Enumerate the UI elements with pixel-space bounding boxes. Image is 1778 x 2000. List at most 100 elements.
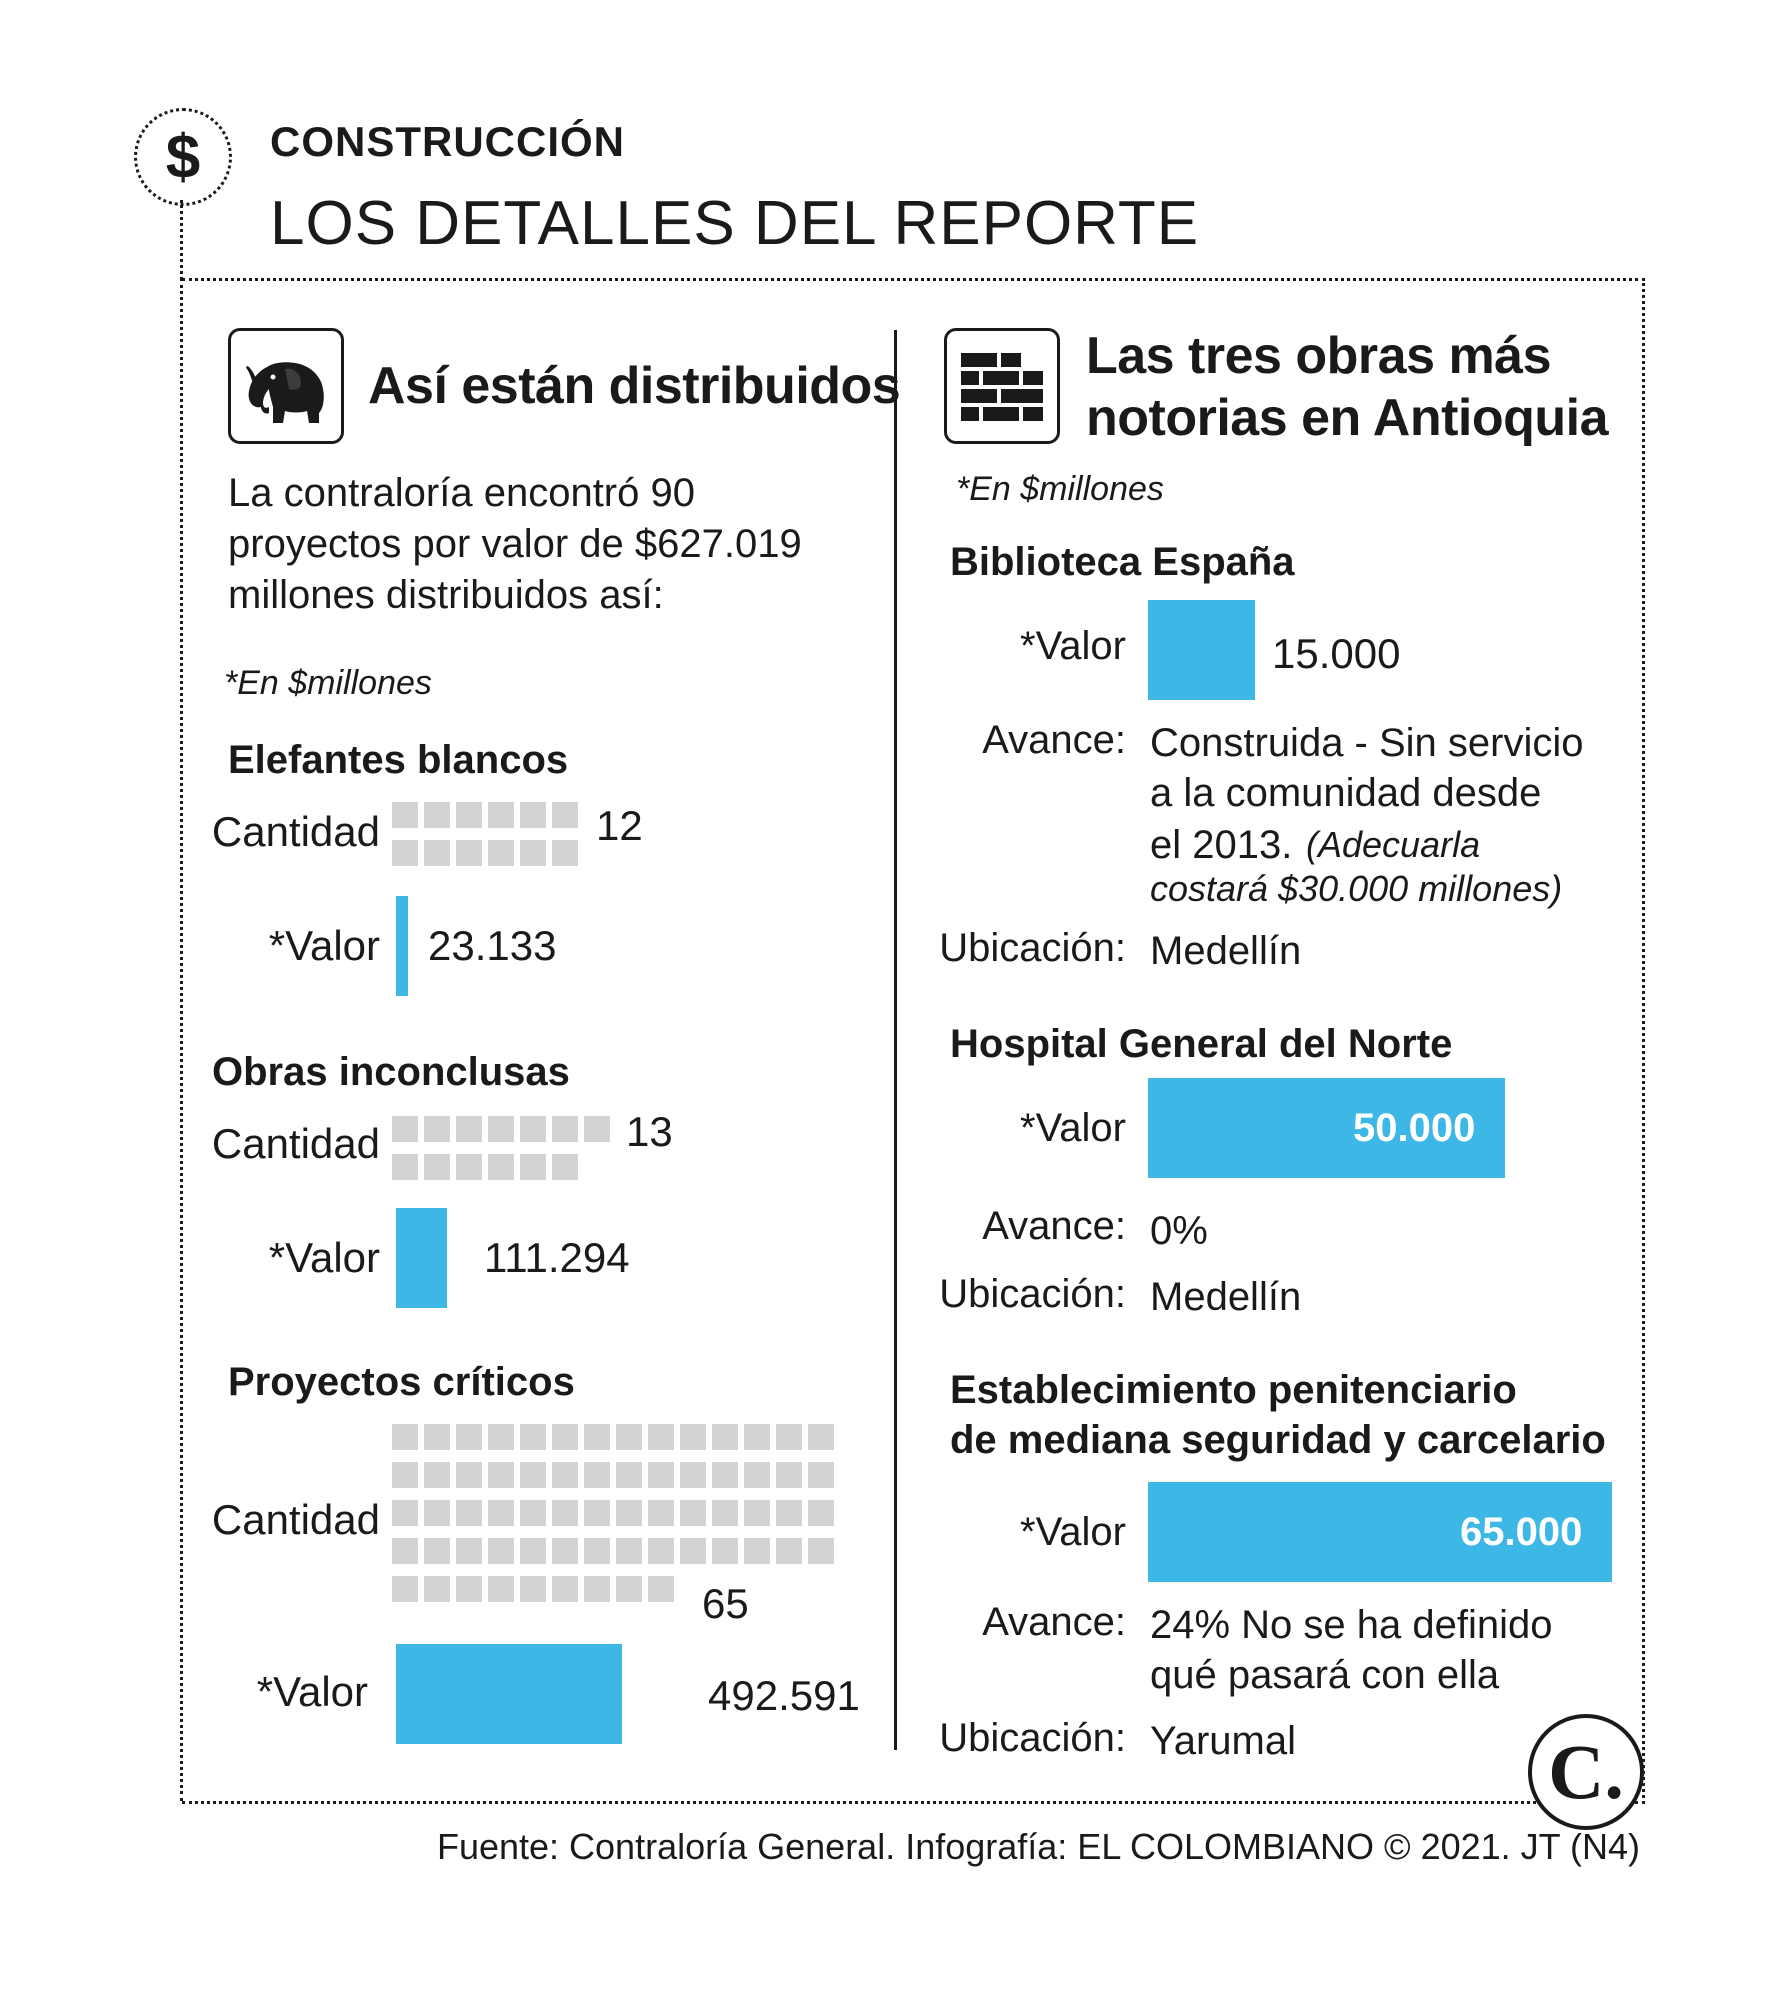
valor-label: *Valor: [256, 1668, 368, 1715]
count-square: [744, 1538, 770, 1564]
work-value-label: 15.000: [1272, 630, 1401, 677]
el-colombiano-logo: C.: [1528, 1714, 1644, 1830]
connector-line: [180, 200, 183, 280]
count-square: [616, 1424, 642, 1450]
headline: LOS DETALLES DEL REPORTE: [270, 189, 1200, 258]
count-square: [744, 1462, 770, 1488]
avance-text: 0%: [1150, 1209, 1208, 1253]
work-value-label: 65.000: [1460, 1510, 1583, 1554]
count-square: [456, 1462, 482, 1488]
valor-label: *Valor: [268, 1234, 380, 1281]
count-square: [584, 1424, 610, 1450]
dotted-frame-left: [180, 278, 183, 1801]
column-divider: [894, 330, 897, 1750]
count-square: [488, 1116, 514, 1142]
count-square: [552, 840, 578, 866]
avance-text: 24% No se ha definido: [1150, 1603, 1553, 1647]
count-square: [584, 1500, 610, 1526]
count-square: [776, 1538, 802, 1564]
count-square: [392, 1116, 418, 1142]
count-square: [392, 1500, 418, 1526]
work-value-bar: [1148, 600, 1255, 700]
count-square: [424, 1116, 450, 1142]
count-square: [712, 1500, 738, 1526]
count-square: [648, 1462, 674, 1488]
count-square: [520, 1500, 546, 1526]
count-square: [392, 840, 418, 866]
count-square: [456, 1424, 482, 1450]
count-square: [648, 1424, 674, 1450]
count-square: [520, 1462, 546, 1488]
count-square: [776, 1424, 802, 1450]
count-square: [488, 840, 514, 866]
ubicacion-label: Ubicación:: [939, 1716, 1126, 1760]
work-value-label: 50.000: [1353, 1106, 1476, 1150]
count-square: [488, 1462, 514, 1488]
count-square: [808, 1424, 834, 1450]
count-square: [680, 1424, 706, 1450]
avance-label: Avance:: [982, 718, 1126, 762]
value-label: 111.294: [484, 1234, 630, 1281]
count-square: [392, 1538, 418, 1564]
count-square: [616, 1576, 642, 1602]
avance-text: Construida - Sin servicio: [1150, 721, 1584, 765]
count-square: [552, 1538, 578, 1564]
count-square: [616, 1462, 642, 1488]
count-square: [424, 1576, 450, 1602]
valor-label: *Valor: [1020, 1106, 1126, 1150]
count-square: [488, 1576, 514, 1602]
count-square: [680, 1462, 706, 1488]
count-square: [392, 1576, 418, 1602]
count-square: [520, 1538, 546, 1564]
count-square: [584, 1462, 610, 1488]
work-title: Hospital General del Norte: [950, 1022, 1453, 1066]
count-square: [648, 1576, 674, 1602]
category-title: Obras inconclusas: [212, 1050, 570, 1094]
count-square: [456, 1500, 482, 1526]
count-square: [520, 1424, 546, 1450]
count-square: [424, 1154, 450, 1180]
count-square: [648, 1500, 674, 1526]
value-bar: [396, 1208, 447, 1308]
count-square: [616, 1538, 642, 1564]
count-square: [680, 1538, 706, 1564]
count-square: [456, 1154, 482, 1180]
right-panel-title-line2: notorias en Antioquia: [1086, 389, 1609, 447]
value-label: 23.133: [428, 922, 557, 969]
count-square: [552, 1462, 578, 1488]
work-title: Biblioteca España: [950, 540, 1295, 584]
ubicacion-value: Yarumal: [1150, 1719, 1296, 1763]
value-bar: [396, 896, 408, 996]
avance-text: qué pasará con ella: [1150, 1653, 1500, 1697]
right-panel-title-line1: Las tres obras más: [1086, 327, 1552, 385]
section-tag: CONSTRUCCIÓN: [270, 118, 625, 165]
count-square: [680, 1500, 706, 1526]
count-square: [776, 1462, 802, 1488]
avance-text: a la comunidad desde: [1150, 771, 1542, 815]
count-square: [488, 1424, 514, 1450]
count-square: [520, 1116, 546, 1142]
left-panel-title: Así están distribuidos: [368, 357, 901, 415]
count-square: [552, 1116, 578, 1142]
ubicacion-label: Ubicación:: [939, 926, 1126, 970]
valor-label: *Valor: [1020, 1510, 1126, 1554]
valor-label: *Valor: [268, 922, 380, 969]
cantidad-label: Cantidad: [211, 808, 380, 855]
count-square: [520, 1576, 546, 1602]
count-value: 12: [596, 802, 643, 849]
elephant-icon: [246, 362, 324, 423]
source-footer: Fuente: Contraloría General. Infografía:…: [436, 1826, 1640, 1867]
count-value: 13: [626, 1108, 673, 1155]
count-square: [424, 840, 450, 866]
count-square: [552, 1424, 578, 1450]
count-square: [392, 1154, 418, 1180]
count-square: [392, 802, 418, 828]
avance-note: (Adecuarla: [1306, 824, 1481, 865]
work-value-bar: [1148, 1482, 1612, 1582]
ubicacion-label: Ubicación:: [939, 1272, 1126, 1316]
value-bar: [396, 1644, 622, 1744]
count-square: [488, 1538, 514, 1564]
count-square: [520, 1154, 546, 1180]
count-square: [808, 1500, 834, 1526]
count-square: [776, 1500, 802, 1526]
